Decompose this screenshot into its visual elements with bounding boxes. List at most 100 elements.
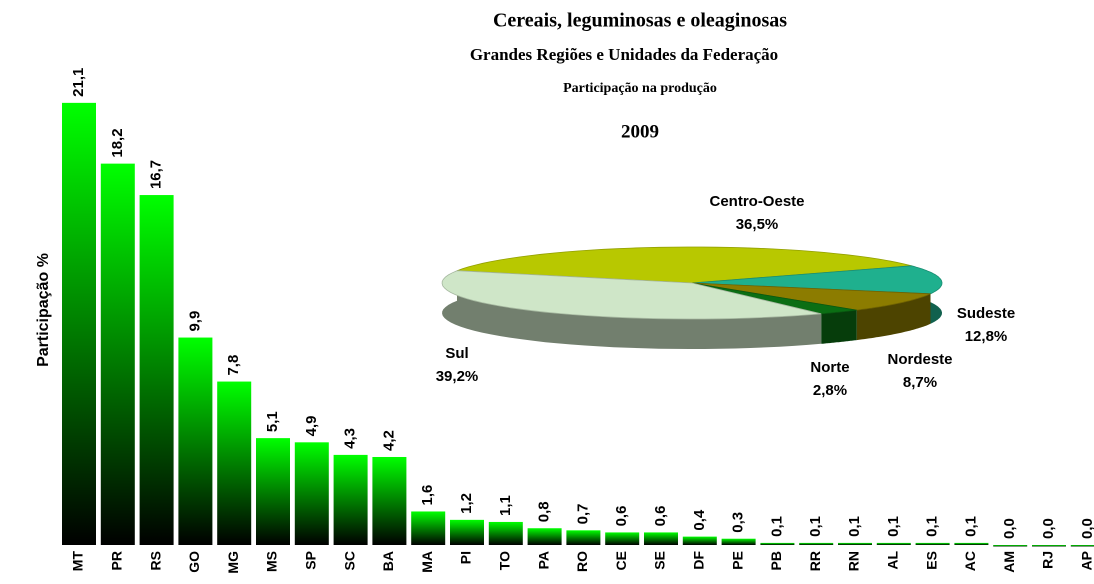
x-tick-label: DF bbox=[691, 551, 707, 570]
bar bbox=[566, 530, 601, 545]
data-label: 18,2 bbox=[109, 128, 126, 157]
x-tick-label: ES bbox=[923, 551, 939, 570]
data-label: 0,1 bbox=[768, 516, 785, 537]
bar bbox=[217, 381, 252, 545]
pie-label-name: Centro-Oeste bbox=[709, 193, 804, 210]
x-tick-label: TO bbox=[497, 551, 513, 570]
chart-year: 2009 bbox=[621, 121, 659, 142]
bar bbox=[1032, 545, 1066, 547]
bar bbox=[294, 442, 329, 545]
x-tick-label: MA bbox=[419, 551, 435, 573]
chart-title: Cereais, leguminosas e oleaginosas bbox=[493, 10, 787, 32]
data-label: 0,7 bbox=[574, 503, 591, 524]
data-label: 4,3 bbox=[342, 428, 359, 449]
data-label: 0,0 bbox=[1040, 518, 1057, 539]
bar bbox=[450, 519, 484, 545]
data-label: 0,0 bbox=[1001, 518, 1018, 539]
pie-slice bbox=[691, 282, 857, 315]
data-label: 1,6 bbox=[419, 485, 436, 506]
data-label: 0,0 bbox=[1079, 518, 1094, 539]
pie-label-value: 36,5% bbox=[736, 216, 779, 233]
pie-slice-side bbox=[821, 310, 857, 344]
x-tick-label: AL bbox=[885, 551, 901, 570]
x-tick-label: MG bbox=[225, 551, 241, 574]
bar bbox=[139, 195, 174, 546]
x-tick-label: MT bbox=[70, 551, 86, 572]
pie-label-value: 39,2% bbox=[436, 368, 479, 385]
bar bbox=[62, 102, 96, 545]
data-label: 7,8 bbox=[225, 355, 242, 376]
chart-caption: Participação na produção bbox=[563, 81, 717, 96]
x-tick-label: AC bbox=[962, 551, 978, 571]
x-tick-label: SP bbox=[303, 551, 319, 570]
data-label: 1,1 bbox=[497, 495, 514, 516]
pie-label-name: Sudeste bbox=[957, 305, 1015, 322]
x-tick-label: SE bbox=[652, 551, 668, 570]
data-label: 0,1 bbox=[846, 516, 863, 537]
pie-slice-side bbox=[856, 293, 931, 341]
bar bbox=[760, 542, 795, 545]
y-axis-label: Participação % bbox=[35, 253, 52, 367]
data-label: 0,1 bbox=[962, 516, 979, 537]
x-tick-label: SC bbox=[341, 551, 357, 570]
bar bbox=[644, 532, 678, 545]
data-label: 0,8 bbox=[536, 501, 553, 522]
pie-label-name: Nordeste bbox=[887, 351, 952, 368]
pie-label-value: 12,8% bbox=[965, 328, 1008, 345]
x-tick-label: PE bbox=[729, 551, 745, 570]
bar bbox=[411, 511, 446, 545]
chart-subtitle: Grandes Regiões e Unidades da Federação bbox=[470, 45, 778, 64]
data-label: 9,9 bbox=[186, 311, 203, 332]
x-tick-label: RR bbox=[807, 551, 823, 571]
x-tick-label: PI bbox=[458, 551, 474, 564]
bar bbox=[256, 438, 290, 545]
pie-label-value: 8,7% bbox=[903, 374, 937, 391]
x-tick-label: RJ bbox=[1040, 551, 1056, 569]
data-label: 16,7 bbox=[148, 160, 165, 189]
bar bbox=[100, 163, 135, 546]
x-tick-label: RO bbox=[574, 551, 590, 572]
data-label: 4,2 bbox=[380, 430, 397, 451]
pie-label-name: Norte bbox=[810, 359, 849, 376]
pie-slice bbox=[456, 246, 912, 284]
bar bbox=[799, 542, 834, 545]
bar bbox=[954, 542, 989, 545]
x-tick-label: CE bbox=[613, 551, 629, 570]
data-label: 0,4 bbox=[691, 509, 708, 531]
data-label: 1,2 bbox=[458, 493, 475, 514]
data-label: 4,9 bbox=[303, 415, 320, 436]
pie-slice bbox=[691, 265, 943, 295]
data-label: 0,1 bbox=[924, 516, 941, 537]
data-label: 5,1 bbox=[264, 411, 281, 432]
bar bbox=[682, 536, 717, 545]
pie-label-value: 2,8% bbox=[813, 382, 847, 399]
bar bbox=[372, 456, 407, 545]
bar bbox=[838, 542, 872, 545]
pie bbox=[441, 246, 943, 349]
data-label: 21,1 bbox=[70, 68, 87, 97]
bar bbox=[993, 545, 1028, 547]
data-label: 0,1 bbox=[885, 516, 902, 537]
bar bbox=[1070, 545, 1094, 547]
x-tick-label: RN bbox=[846, 551, 862, 571]
data-label: 0,3 bbox=[730, 512, 747, 533]
pie-slice bbox=[691, 282, 931, 311]
x-tick-label: GO bbox=[186, 551, 202, 573]
bar bbox=[915, 542, 950, 545]
bar bbox=[488, 521, 523, 545]
data-label: 0,6 bbox=[613, 506, 630, 527]
data-label: 0,6 bbox=[652, 506, 669, 527]
x-tick-label: BA bbox=[380, 551, 396, 571]
pie-label-name: Sul bbox=[445, 345, 468, 362]
pie-slice bbox=[441, 270, 822, 320]
x-tick-label: PA bbox=[535, 551, 551, 569]
data-label: 0,1 bbox=[807, 516, 824, 537]
x-tick-label: AM bbox=[1001, 551, 1017, 573]
x-tick-label: MS bbox=[264, 551, 280, 572]
x-tick-label: PB bbox=[768, 551, 784, 570]
bar bbox=[605, 532, 640, 545]
x-tick-label: PR bbox=[109, 551, 125, 570]
bar bbox=[721, 538, 756, 545]
pie-slice-side bbox=[442, 270, 822, 349]
